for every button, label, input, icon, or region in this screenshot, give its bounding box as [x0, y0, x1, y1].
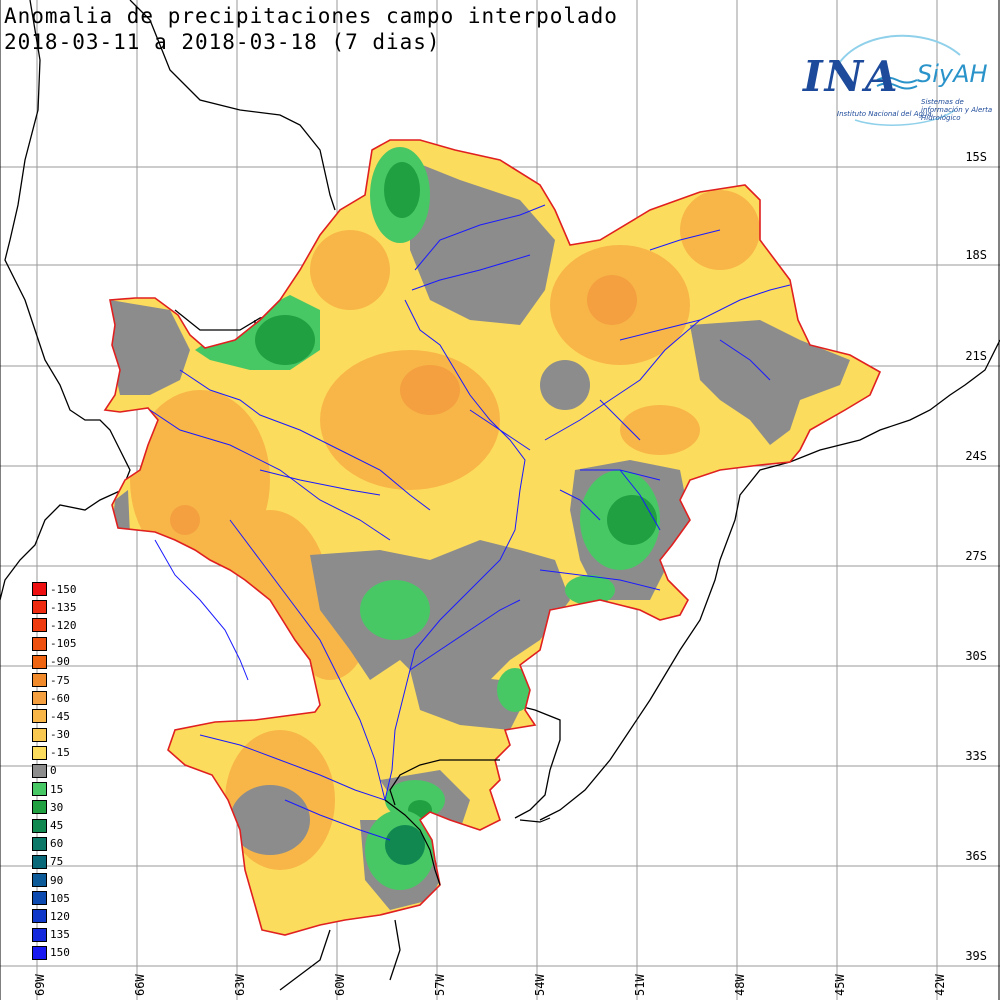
logo-ina-text: INA — [803, 52, 900, 101]
legend-swatch — [32, 636, 47, 651]
legend-label: 45 — [50, 819, 64, 833]
legend-swatch — [32, 836, 47, 851]
legend-label: 90 — [50, 873, 64, 887]
lon-label-48w: 48W — [733, 974, 747, 996]
lat-label-39s: 39S — [964, 949, 988, 963]
legend-entry: 120 — [32, 907, 77, 925]
lon-label-51w: 51W — [633, 974, 647, 996]
legend-swatch — [32, 709, 47, 724]
legend-label: 15 — [50, 782, 64, 796]
legend-entry: -60 — [32, 689, 77, 707]
logo-swoosh-icon — [834, 34, 961, 126]
map-title: Anomalia de precipitaciones campo interp… — [4, 4, 618, 28]
map-date-range: 2018-03-11 a 2018-03-18 (7 dias) — [4, 30, 441, 54]
legend-label: -45 — [50, 709, 70, 723]
lon-label-69w: 69W — [33, 974, 47, 996]
legend-swatch — [32, 909, 47, 924]
legend-label: -30 — [50, 728, 70, 742]
lat-label-30s: 30S — [964, 649, 988, 663]
lat-label-15s: 15S — [964, 150, 988, 164]
legend-entry: 150 — [32, 944, 77, 962]
legend-swatch — [32, 927, 47, 942]
legend-swatch — [32, 763, 47, 778]
legend-label: -105 — [50, 637, 77, 651]
legend-swatch — [32, 854, 47, 869]
legend-swatch — [32, 891, 47, 906]
ina-siyah-logo: INA SiyAH Instituto Nacional del Agua Si… — [795, 30, 995, 130]
lon-label-42w: 42W — [933, 974, 947, 996]
legend-label: 105 — [50, 891, 70, 905]
legend-swatch — [32, 818, 47, 833]
anomaly-field — [105, 140, 880, 935]
legend-entry: 15 — [32, 780, 77, 798]
legend-swatch — [32, 618, 47, 633]
legend-entry: -105 — [32, 635, 77, 653]
legend-entry: -135 — [32, 598, 77, 616]
legend-entry: -75 — [32, 671, 77, 689]
legend-label: -135 — [50, 600, 77, 614]
logo-subtitle-system: Sistemas de información y Alerta Hidroló… — [921, 98, 993, 122]
legend-label: 150 — [50, 946, 70, 960]
legend-swatch — [32, 600, 47, 615]
legend-label: 75 — [50, 855, 64, 869]
legend-label: -15 — [50, 746, 70, 760]
logo-subtitle-institute: Instituto Nacional del Agua — [837, 110, 932, 118]
legend-label: -150 — [50, 582, 77, 596]
legend-label: 60 — [50, 837, 64, 851]
lat-label-21s: 21S — [964, 349, 988, 363]
legend-entry: -90 — [32, 653, 77, 671]
legend-swatch — [32, 873, 47, 888]
lat-label-33s: 33S — [964, 749, 988, 763]
legend-entry: -150 — [32, 580, 77, 598]
legend-entry: -120 — [32, 616, 77, 634]
legend-entry: -15 — [32, 744, 77, 762]
legend-swatch — [32, 582, 47, 597]
lon-label-63w: 63W — [233, 974, 247, 996]
legend-swatch — [32, 691, 47, 706]
lat-label-24s: 24S — [964, 449, 988, 463]
legend-entry: 75 — [32, 853, 77, 871]
lon-label-45w: 45W — [833, 974, 847, 996]
legend-entry: 45 — [32, 816, 77, 834]
lat-label-36s: 36S — [964, 849, 988, 863]
estuary — [384, 759, 551, 886]
legend-entry: -45 — [32, 707, 77, 725]
lon-label-66w: 66W — [133, 974, 147, 996]
legend-entry: 30 — [32, 798, 77, 816]
legend-label: -75 — [50, 673, 70, 687]
legend-entry: 0 — [32, 762, 77, 780]
lat-label-18s: 18S — [964, 248, 988, 262]
lon-label-57w: 57W — [433, 974, 447, 996]
color-legend: -150 -135 -120 -105 -90 -75 -60 -45 -30 -15 0 15 30 4… — [32, 580, 77, 962]
legend-entry: 90 — [32, 871, 77, 889]
legend-swatch — [32, 673, 47, 688]
legend-swatch — [32, 782, 47, 797]
legend-swatch — [32, 727, 47, 742]
lon-label-60w: 60W — [333, 974, 347, 996]
legend-label: 120 — [50, 909, 70, 923]
legend-swatch — [32, 945, 47, 960]
lat-label-27s: 27S — [964, 549, 988, 563]
legend-label: 30 — [50, 800, 64, 814]
logo-siyah-text: SiyAH — [917, 60, 988, 88]
legend-label: -90 — [50, 655, 70, 669]
legend-label: 0 — [50, 764, 57, 778]
legend-label: -60 — [50, 691, 70, 705]
legend-entry: 60 — [32, 835, 77, 853]
lon-label-54w: 54W — [533, 974, 547, 996]
legend-swatch — [32, 745, 47, 760]
legend-entry: 135 — [32, 926, 77, 944]
legend-swatch — [32, 654, 47, 669]
legend-entry: -30 — [32, 726, 77, 744]
legend-swatch — [32, 800, 47, 815]
legend-label: 135 — [50, 928, 70, 942]
legend-label: -120 — [50, 618, 77, 632]
basin-outline — [103, 139, 882, 936]
rivers — [149, 204, 791, 841]
legend-entry: 105 — [32, 889, 77, 907]
